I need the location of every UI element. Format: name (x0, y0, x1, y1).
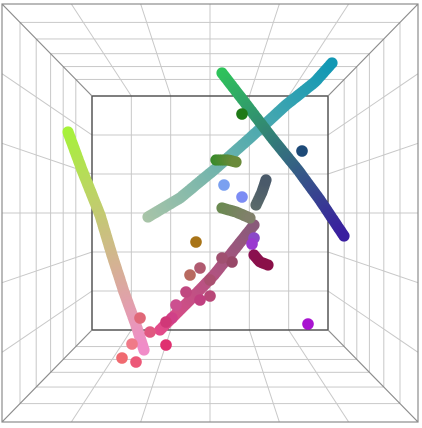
box-corner-edge (1, 3, 93, 97)
data-point (130, 356, 142, 368)
data-point (116, 352, 128, 364)
data-point (296, 145, 308, 157)
box-corner-edge (327, 3, 419, 97)
grid-line-top-wall (70, 3, 132, 97)
grid-line-top-wall (248, 3, 280, 97)
grid-line-bottom-wall (288, 329, 350, 423)
grid-line-left-wall (1, 73, 93, 136)
data-point (170, 299, 182, 311)
grid-layer (1, 3, 419, 423)
grid-line-top-wall (288, 3, 350, 97)
data-point-series-5 (244, 212, 256, 224)
data-point (194, 294, 206, 306)
data-point (218, 179, 230, 191)
data-point (144, 326, 156, 338)
grid-line-right-wall (327, 251, 419, 284)
data-point-series-6 (230, 156, 242, 168)
data-point (236, 191, 248, 203)
data-point-series-1 (326, 57, 338, 69)
grid-line-right-wall (327, 290, 419, 353)
data-point (194, 262, 206, 274)
data-point (184, 269, 196, 281)
data-point-series-0 (138, 344, 150, 356)
grid-line-left-wall (1, 251, 93, 284)
grid-line-top-wall (140, 3, 172, 97)
outer-frame (1, 3, 419, 423)
data-point (246, 238, 258, 250)
grid-line-left-wall (1, 290, 93, 353)
data-point (180, 286, 192, 298)
grid-line-bottom-wall (70, 329, 132, 423)
data-point (204, 274, 216, 286)
data-point (160, 339, 172, 351)
data-point (126, 338, 138, 350)
data-point (226, 256, 238, 268)
data-point (216, 252, 228, 264)
data-point-series-7 (262, 259, 274, 271)
data-point (134, 312, 146, 324)
grid-line-bottom-wall (248, 329, 280, 423)
data-point (160, 316, 172, 328)
box-corner-edge (1, 329, 93, 423)
data-point (236, 108, 248, 120)
data-point (302, 318, 314, 330)
data-layer (62, 57, 350, 368)
data-point-series-4 (260, 174, 272, 186)
data-point-series-2 (338, 230, 350, 242)
grid-line-right-wall (327, 73, 419, 136)
data-point (190, 236, 202, 248)
box-corner-edge (327, 329, 419, 423)
grid-line-right-wall (327, 142, 419, 175)
data-point (204, 290, 216, 302)
